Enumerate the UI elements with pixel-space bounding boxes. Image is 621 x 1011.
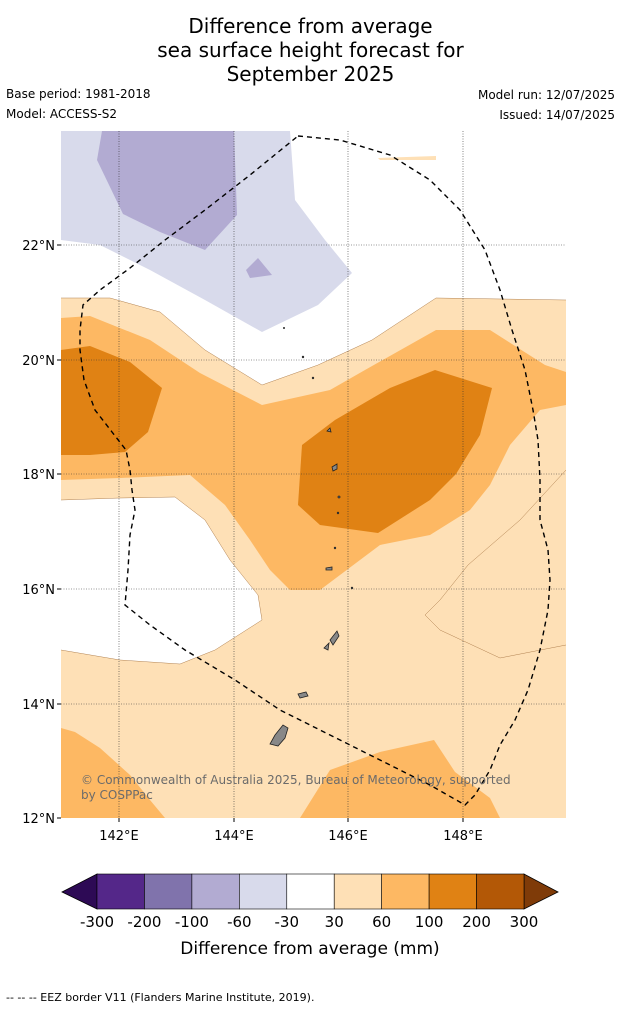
colorbar-tick-label: 100 — [415, 913, 444, 931]
island-anatahan — [325, 566, 333, 571]
colorbar: -300 -200 -100 -60 -30 30 60 100 200 300 Differen… — [61, 873, 559, 959]
colorbar-segment-9 — [476, 873, 525, 910]
colorbar-segment-5 — [286, 873, 335, 910]
lat-label-20n: 20°N — [22, 354, 55, 369]
contour-pos-60-100-se — [300, 740, 500, 818]
copyright-line-1: © Commonwealth of Australia 2025, Bureau… — [81, 773, 511, 787]
island-maug — [336, 511, 340, 515]
contour-pos-60-100-sw — [61, 728, 165, 818]
contour-neg-small — [246, 258, 272, 278]
map-plot-area: © Commonwealth of Australia 2025, Bureau… — [61, 131, 566, 818]
contour-outlines — [61, 297, 566, 665]
lat-label-22n: 22°N — [22, 239, 55, 254]
island-tinian — [323, 641, 330, 651]
colorbar-arrow-right — [523, 873, 559, 910]
lat-label-16n: 16°N — [22, 583, 55, 598]
island-north — [282, 326, 285, 329]
islands — [269, 326, 354, 747]
title-line-2: sea surface height forecast for — [157, 38, 464, 62]
graticule — [61, 131, 566, 818]
contour-pos-top-sliver — [378, 156, 436, 160]
eez-border — [79, 135, 551, 806]
island-uracas — [311, 376, 315, 380]
lat-label-14n: 14°N — [22, 698, 55, 713]
lat-label-12n: 12°N — [22, 812, 55, 827]
island-agrihan — [331, 463, 338, 472]
title-line-1: Difference from average — [188, 14, 433, 38]
colorbar-tick-label: -30 — [275, 913, 300, 931]
island-pagan — [326, 427, 332, 433]
colorbar-segment-6 — [333, 873, 382, 910]
colorbar-tick-label: 60 — [372, 913, 391, 931]
colorbar-tick-label: -200 — [127, 913, 161, 931]
colorbar-segment-7 — [381, 873, 430, 910]
colorbar-tick-label: 200 — [462, 913, 491, 931]
lon-label-142e: 142°E — [99, 829, 139, 844]
model-label: Model: ACCESS-S2 — [6, 107, 118, 121]
contour-pos-100-200-center — [298, 370, 492, 533]
colorbar-segment-3 — [191, 873, 240, 910]
lon-label-146e: 146°E — [328, 829, 368, 844]
contour-neg-60-100 — [97, 131, 237, 250]
longitude-axis: 142°E 144°E 146°E 148°E — [99, 818, 483, 844]
latitude-axis: 22°N 20°N 18°N 16°N 14°N 12°N — [22, 239, 61, 827]
chart-title: Difference from average sea surface heig… — [0, 14, 621, 86]
colorbar-ticks: -300 -200 -100 -60 -30 30 60 100 200 300 — [80, 913, 538, 931]
lon-label-148e: 148°E — [443, 829, 483, 844]
island-sarigan — [333, 546, 337, 550]
colorbar-tick-label: -100 — [175, 913, 209, 931]
island-saipan — [329, 630, 340, 646]
colorbar-segments — [96, 873, 525, 910]
base-period-label: Base period: 1981-2018 — [6, 87, 151, 101]
title-line-3: September 2025 — [226, 62, 395, 86]
copyright-line-2: by COSPPac — [81, 788, 153, 802]
lat-label-18n: 18°N — [22, 468, 55, 483]
island-farallon-de-medinilla — [350, 586, 354, 590]
island-farallon — [301, 355, 305, 359]
issued-label: Issued: 14/07/2025 — [499, 108, 615, 122]
island-asuncion — [337, 495, 341, 499]
colorbar-segment-4 — [239, 873, 288, 910]
colorbar-title: Difference from average (mm) — [180, 939, 439, 959]
colorbar-tick-label: 30 — [325, 913, 344, 931]
colorbar-tick-label: -60 — [227, 913, 252, 931]
colorbar-segment-1 — [96, 873, 145, 910]
island-rota — [297, 691, 309, 699]
colorbar-segment-8 — [428, 873, 477, 910]
island-guam — [269, 724, 289, 747]
eez-legend: -- -- -- EEZ border V11 (Flanders Marine… — [6, 991, 315, 1004]
colorbar-arrow-left — [61, 873, 98, 910]
colorbar-segment-2 — [144, 873, 193, 910]
contour-pos-100-200-west — [61, 346, 162, 455]
colorbar-tick-label: -300 — [80, 913, 114, 931]
colorbar-tick-label: 300 — [510, 913, 539, 931]
lon-label-144e: 144°E — [214, 829, 254, 844]
model-run-label: Model run: 12/07/2025 — [477, 88, 615, 102]
